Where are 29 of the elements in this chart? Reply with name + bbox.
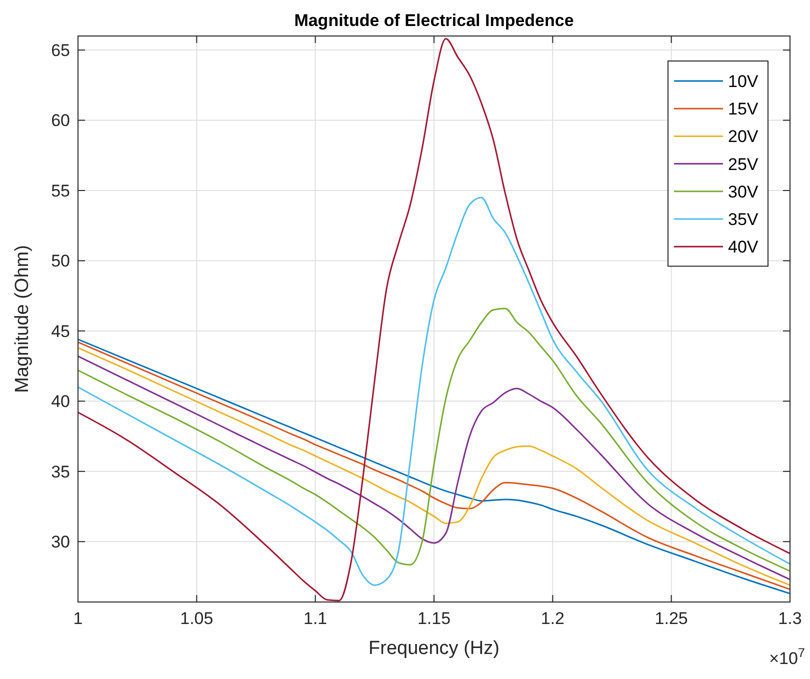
y-tick-label: 40	[51, 392, 70, 412]
x-tick-label: 1	[73, 609, 83, 628]
y-tick-label: 65	[51, 40, 70, 60]
y-tick-label: 55	[51, 181, 70, 200]
line-series	[77, 196, 791, 586]
chart-title: Magnitude of Electrical Impedence	[294, 11, 574, 30]
legend-label: 40V	[728, 238, 759, 257]
legend-label: 20V	[728, 127, 759, 146]
line-series	[77, 38, 791, 602]
x-tick-label: 1.2	[540, 609, 564, 628]
y-axis-title: Magnitude (Ohm)	[12, 245, 33, 393]
x-tick-label: 1.15	[417, 609, 451, 628]
legend-label: 15V	[728, 100, 759, 119]
legend-label: 10V	[728, 72, 759, 91]
legend-label: 30V	[728, 182, 759, 202]
y-tick-label: 60	[51, 111, 70, 130]
x-tick-label: 1.3	[778, 609, 802, 628]
x-axis-title: Frequency (Hz)	[368, 638, 500, 659]
line-series	[77, 308, 791, 572]
y-tick-label: 45	[51, 322, 70, 341]
legend-label: 35V	[728, 210, 759, 229]
x-tick-label: 1.1	[304, 609, 328, 628]
y-tick-label: 50	[51, 252, 70, 271]
x-tick-label: 1.25	[654, 609, 688, 628]
legend-label: 25V	[728, 154, 759, 174]
x-tick-label: 1.05	[180, 609, 214, 628]
y-tick-label: 35	[51, 462, 70, 482]
y-tick-label: 30	[51, 532, 70, 552]
text: ×10$^{7}$	[769, 644, 805, 668]
